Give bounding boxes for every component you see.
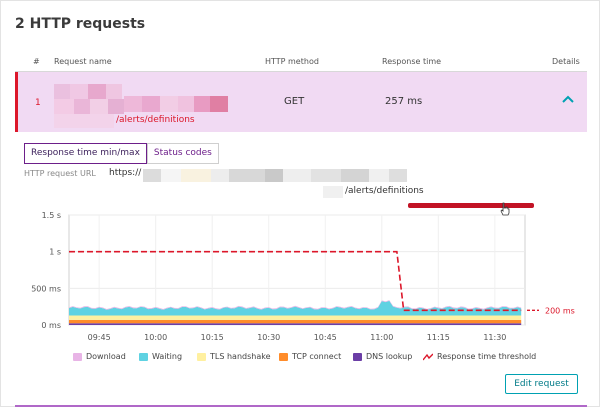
legend-threshold[interactable]: Response time threshold <box>423 352 536 361</box>
url-prefix: https:// <box>109 168 142 178</box>
response-time-chart: 1.5 s 1 s 500 ms 0 ms 09:45 10:00 10:15 10:30 10… <box>31 211 575 342</box>
series-area-tls-handshake <box>69 315 522 320</box>
y-tick-label: 0 ms <box>41 321 61 330</box>
legend-label: Response time threshold <box>437 352 537 361</box>
table-header: # Request name HTTP method Response time… <box>15 57 587 69</box>
legend-label: TCP connect <box>292 352 342 361</box>
hand-cursor-icon <box>500 202 510 216</box>
col-http-method: HTTP method <box>265 57 319 66</box>
row-index: 1 <box>35 98 41 108</box>
x-tick-label: 11:00 <box>370 333 393 342</box>
waiting-swatch <box>139 352 148 361</box>
col-request-name: Request name <box>54 57 112 66</box>
dns-swatch <box>353 352 362 361</box>
x-tick-label: 11:30 <box>483 333 506 342</box>
legend-waiting[interactable]: Waiting <box>139 352 182 361</box>
tls-swatch <box>197 352 206 361</box>
edit-request-button[interactable]: Edit request <box>505 374 578 394</box>
download-swatch <box>73 352 82 361</box>
header-divider <box>15 71 587 72</box>
request-name-suffix: /alerts/definitions <box>116 115 195 125</box>
series-area-waiting <box>69 300 522 316</box>
response-time-value: 257 ms <box>385 96 423 107</box>
legend-dns[interactable]: DNS lookup <box>353 352 412 361</box>
series-area-tcp-connect <box>69 319 522 324</box>
series-area-dns-lookup <box>69 323 522 325</box>
x-tick-label: 10:15 <box>201 333 224 342</box>
chevron-up-icon[interactable] <box>561 94 575 104</box>
tcp-swatch <box>279 352 288 361</box>
tab-response-time[interactable]: Response time min/max <box>24 143 147 164</box>
tab-status-codes[interactable]: Status codes <box>146 143 219 164</box>
section-title: 2 HTTP requests <box>15 16 146 32</box>
legend-label: DNS lookup <box>366 352 413 361</box>
x-tick-label: 11:15 <box>427 333 450 342</box>
http-method-value: GET <box>284 96 305 107</box>
table-row[interactable]: 1 /alerts/definitions GET 257 ms <box>15 72 587 132</box>
legend-label: TLS handshake <box>210 352 271 361</box>
threshold-line <box>69 250 522 312</box>
y-tick-label: 500 ms <box>31 284 61 293</box>
col-details: Details <box>552 57 580 66</box>
legend-tcp[interactable]: TCP connect <box>279 352 341 361</box>
y-tick-label: 1 s <box>49 248 61 257</box>
threshold-line-icon <box>423 353 433 360</box>
x-tick-label: 10:45 <box>314 333 337 342</box>
legend-tls[interactable]: TLS handshake <box>197 352 271 361</box>
threshold-label: 200 ms <box>545 306 575 315</box>
legend-download[interactable]: Download <box>73 352 126 361</box>
col-response-time: Response time <box>382 57 442 66</box>
url-suffix: /alerts/definitions <box>345 186 424 196</box>
col-index: # <box>33 57 40 66</box>
legend-label: Waiting <box>152 352 183 361</box>
detail-tabs: Response time min/max Status codes <box>24 143 219 164</box>
bottom-divider <box>15 405 587 407</box>
x-tick-label: 10:00 <box>144 333 167 342</box>
url-label: HTTP request URL <box>24 169 96 178</box>
y-tick-label: 1.5 s <box>42 211 61 220</box>
highlight-bar <box>408 203 534 208</box>
legend-label: Download <box>86 352 126 361</box>
x-tick-label: 09:45 <box>88 333 111 342</box>
x-tick-label: 10:30 <box>257 333 280 342</box>
